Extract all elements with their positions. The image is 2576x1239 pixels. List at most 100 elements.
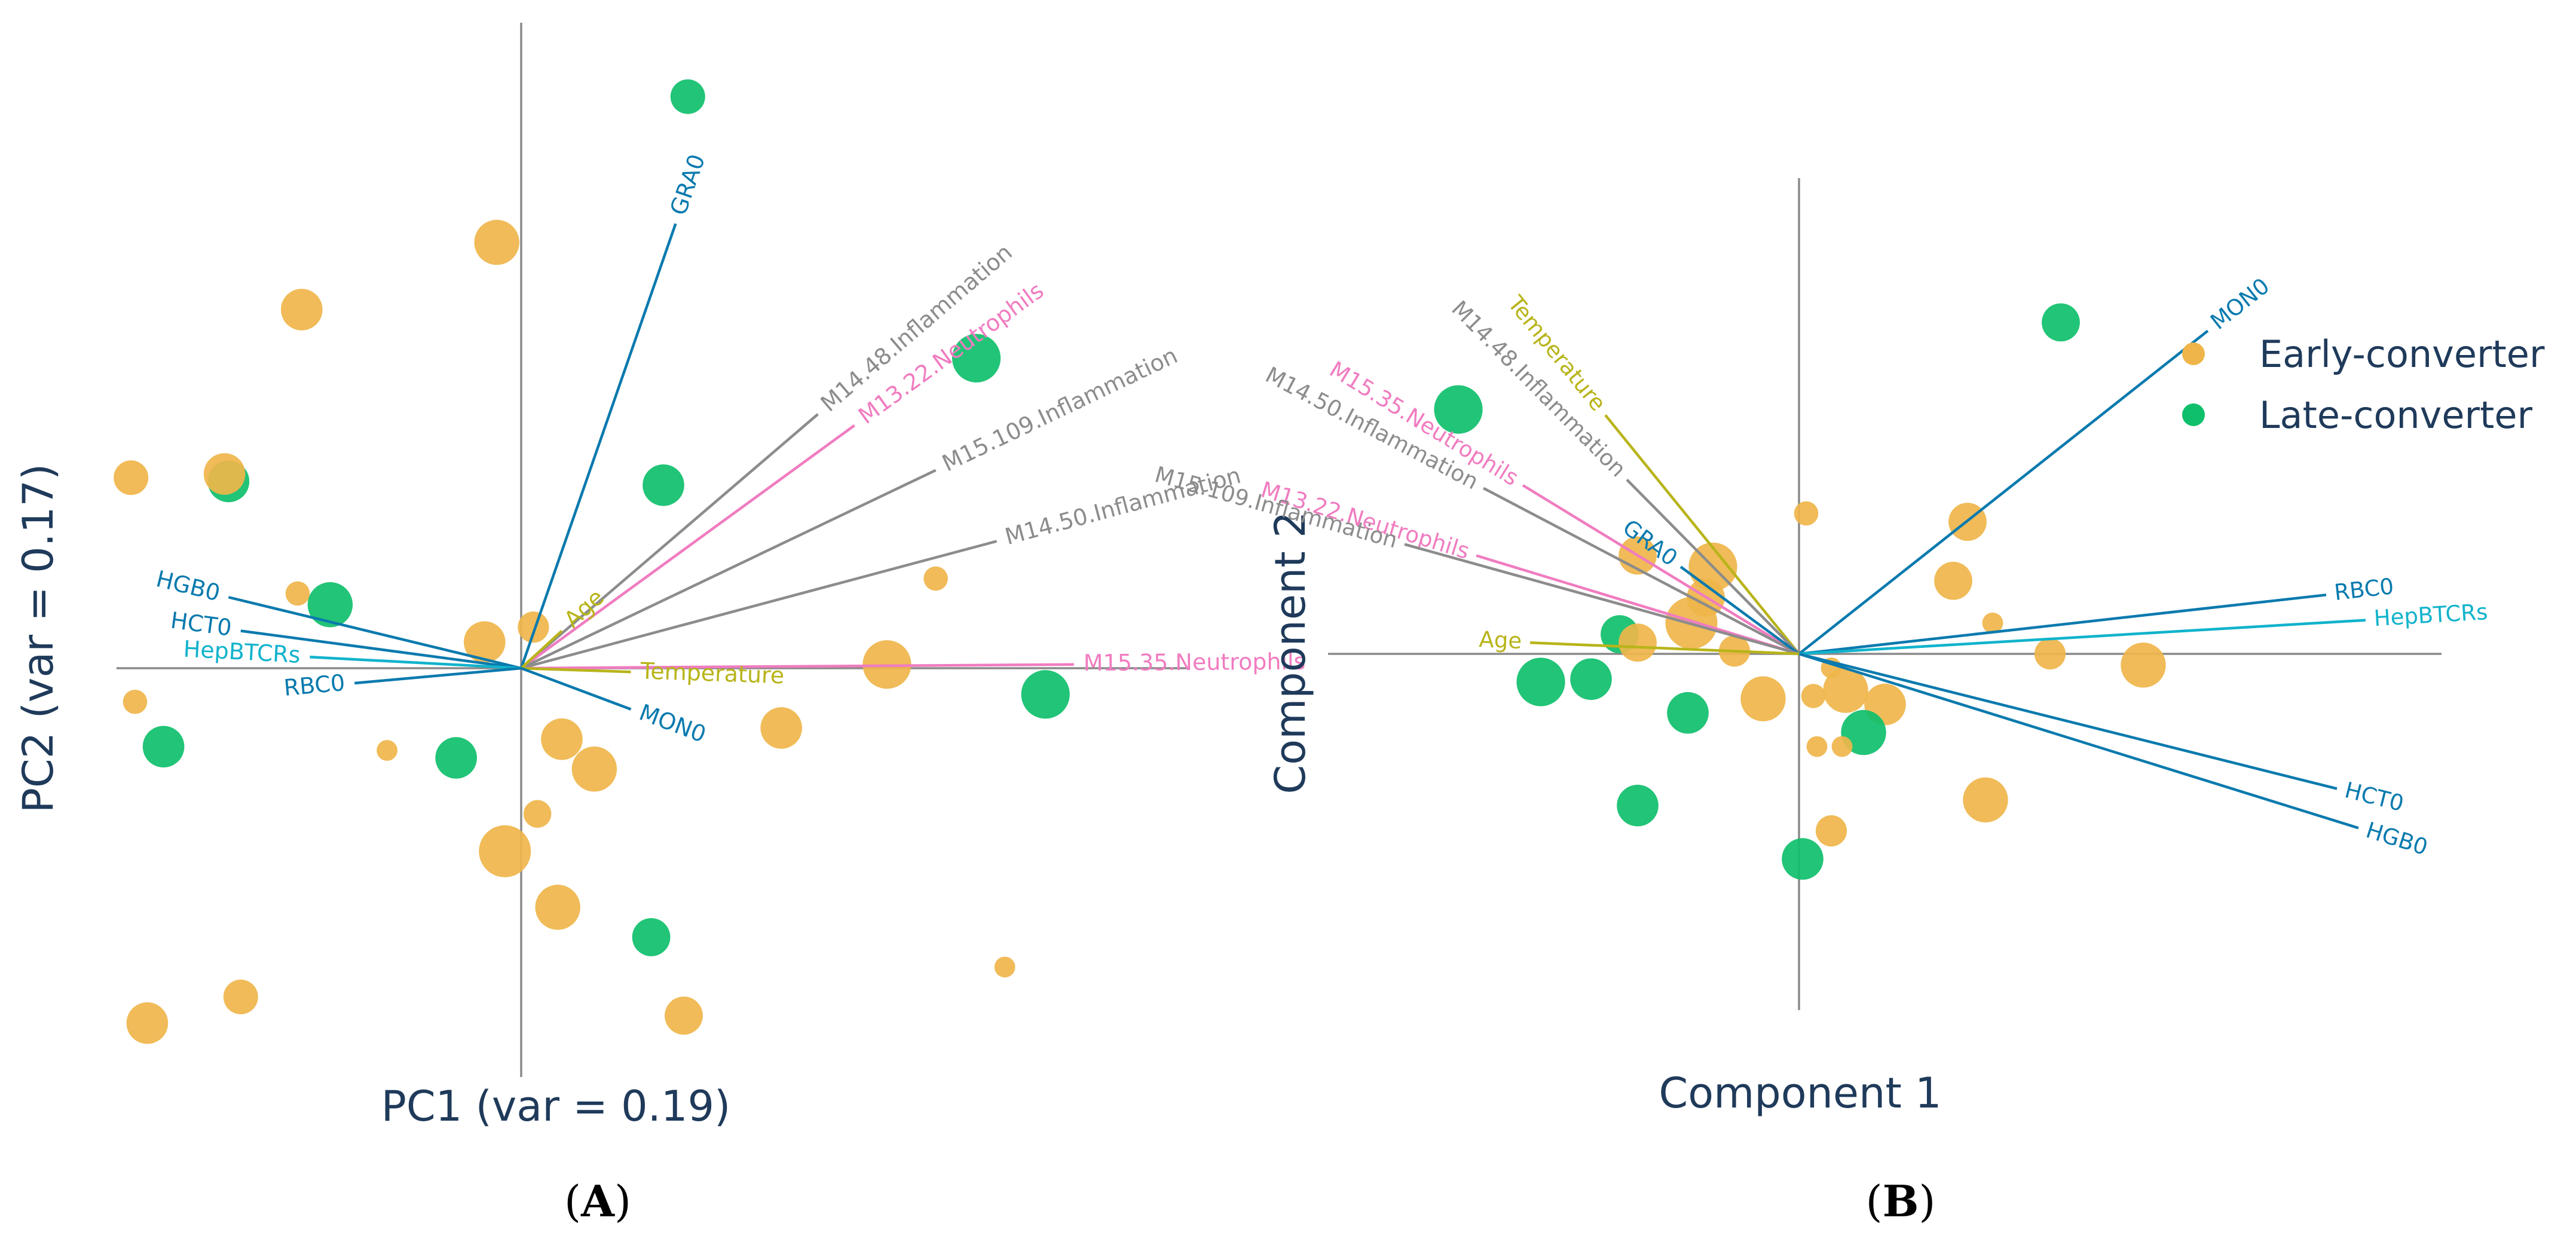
- loading-label-m15-35-neutrophils: M15.35.Neutrophils: [1084, 648, 1306, 677]
- early-converter-point: [464, 621, 506, 663]
- legend-marker-late-converter: [2182, 403, 2205, 426]
- loading-label-mon0: MON0: [2205, 273, 2274, 335]
- points-layer: [114, 79, 1070, 1044]
- early-converter-point: [2034, 638, 2066, 670]
- early-converter-point: [1963, 777, 2008, 823]
- early-converter-point: [518, 611, 549, 643]
- early-converter-point: [1982, 612, 2003, 634]
- points-layer: [1434, 303, 2166, 880]
- panel-label: (A): [564, 1176, 631, 1226]
- loading-vector-gra0: [1679, 565, 1800, 655]
- loading-vector-hgb0: [228, 596, 522, 670]
- early-converter-point: [285, 581, 310, 606]
- loadings-layer: GRA0M14.48.InflammationM13.22.Neutrophil…: [154, 151, 1306, 748]
- early-converter-point: [1794, 501, 1819, 526]
- late-converter-point: [632, 918, 671, 956]
- panel-a: PC1 (var = 0.19) PC2 (var = 0.17) GRA0M14.…: [14, 23, 1306, 1226]
- early-converter-point: [760, 707, 802, 749]
- loading-label-hgb0: HGB0: [154, 565, 223, 606]
- early-converter-point: [114, 460, 149, 495]
- loading-vector-m14-50-inflammation: [521, 540, 998, 670]
- late-converter-point: [2042, 303, 2080, 342]
- loading-label-mon0: MON0: [636, 699, 709, 748]
- late-converter-point: [952, 334, 1001, 383]
- late-converter-point: [1841, 709, 1886, 755]
- early-converter-point: [1815, 815, 1847, 847]
- late-converter-point: [1021, 670, 1070, 719]
- late-converter-point: [1570, 658, 1612, 700]
- late-converter-point: [1667, 692, 1709, 734]
- late-converter-point: [670, 79, 705, 114]
- loading-vector-m14-48-inflammation: [520, 413, 819, 669]
- legend-label-early-converter: Early-converter: [2259, 332, 2545, 376]
- legend-label-late-converter: Late-converter: [2259, 393, 2532, 437]
- late-converter-point: [1617, 785, 1659, 827]
- late-converter-point: [435, 737, 477, 779]
- early-converter-point: [571, 747, 617, 792]
- loading-vector-hepbtcrs: [310, 656, 522, 670]
- early-converter-point: [524, 800, 552, 828]
- loading-label-age: Age: [1479, 626, 1522, 654]
- late-converter-point: [1782, 838, 1824, 880]
- legend-marker-early-converter: [2182, 342, 2205, 365]
- late-converter-point: [142, 726, 185, 768]
- loading-label-rbc0: RBC0: [283, 669, 346, 701]
- early-converter-point: [377, 740, 397, 761]
- early-converter-point: [535, 885, 580, 930]
- loading-vector-m15-35-neutrophils: [1522, 484, 1800, 655]
- loading-label-hgb0: HGB0: [2363, 817, 2431, 860]
- early-converter-point: [1806, 736, 1828, 757]
- loading-vector-hepbtcrs: [1798, 619, 2366, 656]
- loading-vector-temperature: [521, 666, 631, 674]
- loading-vector-m13-22-neutrophils: [1476, 554, 1800, 656]
- loading-label-hepbtcrs: HepBTCRs: [2373, 599, 2489, 631]
- early-converter-point: [1823, 668, 1868, 713]
- y-axis-title: Component 2: [1266, 511, 1315, 794]
- early-converter-point: [281, 289, 323, 331]
- loading-vector-gra0: [519, 223, 677, 669]
- loading-vector-m14-48-inflammation: [1626, 479, 1800, 655]
- early-converter-point: [1801, 684, 1826, 708]
- loading-vector-hct0: [240, 629, 522, 670]
- loading-vector-age: [1529, 641, 1800, 656]
- early-converter-point: [1934, 561, 1972, 600]
- early-converter-point: [2121, 643, 2166, 688]
- early-converter-point: [1740, 676, 1786, 721]
- early-converter-point: [665, 996, 703, 1035]
- late-converter-point: [643, 464, 684, 506]
- loading-vector-m15-109-inflammation: [521, 469, 937, 670]
- legend: Early-converter Late-converter: [2182, 332, 2545, 437]
- early-converter-point: [126, 1002, 169, 1044]
- panel-label: (B): [1865, 1176, 1935, 1226]
- loading-label-rbc0: RBC0: [2333, 573, 2395, 605]
- loading-vector-rbc0: [1798, 594, 2327, 656]
- loading-label-hepbtcrs: HepBTCRs: [183, 636, 301, 668]
- late-converter-point: [1516, 657, 1565, 706]
- loading-label-gra0: GRA0: [665, 151, 711, 218]
- early-converter-point: [479, 825, 531, 877]
- x-axis-title: PC1 (var = 0.19): [381, 1082, 731, 1131]
- early-converter-point: [923, 566, 948, 591]
- loading-label-temperature: Temperature: [640, 657, 785, 689]
- loading-vector-hct0: [1798, 652, 2338, 790]
- late-converter-point: [1434, 385, 1483, 434]
- loading-label-hct0: HCT0: [2342, 777, 2406, 816]
- loading-vector-mon0: [521, 666, 632, 711]
- early-converter-point: [541, 718, 583, 760]
- loading-label-age: Age: [559, 584, 609, 633]
- early-converter-point: [203, 453, 246, 495]
- late-converter-point: [307, 582, 353, 628]
- loading-vector-hgb0: [1798, 652, 2359, 830]
- loading-vector-m15-109-inflammation: [1404, 543, 1800, 656]
- early-converter-point: [994, 956, 1015, 978]
- loading-vector-mon0: [1798, 329, 2209, 655]
- y-axis-title: PC2 (var = 0.17): [14, 464, 63, 813]
- x-axis-title: Component 1: [1659, 1069, 1941, 1118]
- loading-vector-rbc0: [354, 666, 522, 685]
- early-converter-point: [474, 219, 519, 265]
- early-converter-point: [123, 689, 148, 714]
- early-converter-point: [223, 980, 258, 1014]
- early-converter-point: [1619, 623, 1657, 662]
